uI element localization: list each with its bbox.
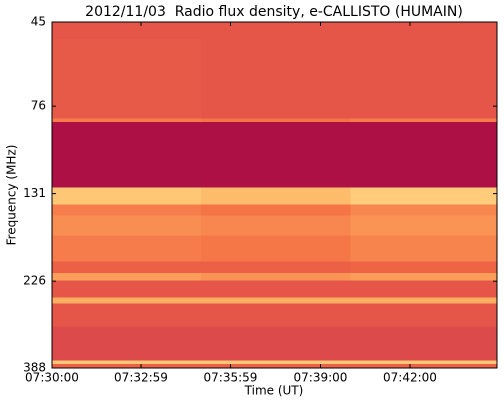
heat-cell bbox=[52, 38, 202, 119]
heat-cell bbox=[52, 363, 202, 368]
heat-cell bbox=[350, 261, 497, 274]
heat-cell bbox=[201, 261, 351, 274]
heat-cell bbox=[52, 280, 202, 298]
y-axis-label: Frequency (MHz) bbox=[5, 145, 19, 246]
chart-title: 2012/11/03 Radio flux density, e-CALLIST… bbox=[85, 4, 463, 20]
heat-cell bbox=[201, 122, 351, 188]
heat-cell bbox=[350, 122, 497, 188]
heat-cell bbox=[201, 187, 351, 205]
heat-cell bbox=[350, 303, 497, 327]
x-tick-label: 07:39:00 bbox=[294, 371, 348, 385]
heat-cell bbox=[201, 326, 351, 361]
heat-cell bbox=[52, 261, 202, 274]
heat-cell bbox=[201, 235, 351, 262]
heat-cell bbox=[52, 118, 202, 123]
heat-cell bbox=[201, 38, 351, 119]
y-tick-label: 131 bbox=[23, 186, 46, 200]
heat-cell bbox=[350, 280, 497, 298]
heat-cell bbox=[350, 204, 497, 216]
y-tick-label: 45 bbox=[31, 15, 46, 29]
heat-cell bbox=[350, 235, 497, 262]
x-tick-label: 07:42:00 bbox=[383, 371, 437, 385]
heat-cell bbox=[52, 360, 202, 364]
plot-frame bbox=[51, 21, 498, 369]
y-tick-label: 388 bbox=[23, 361, 46, 375]
x-tick-label: 07:30:00 bbox=[25, 371, 79, 385]
heat-cell bbox=[350, 22, 497, 39]
heat-cell bbox=[52, 187, 202, 205]
heat-cell bbox=[350, 326, 497, 361]
x-axis-label: Time (UT) bbox=[244, 384, 304, 398]
heat-cell bbox=[201, 303, 351, 327]
heat-cell bbox=[52, 273, 202, 281]
x-tick-label: 07:35:59 bbox=[204, 371, 258, 385]
heat-cell bbox=[350, 363, 497, 368]
y-tick-label: 226 bbox=[23, 274, 46, 288]
y-tick-label: 76 bbox=[31, 99, 46, 113]
heat-cell bbox=[350, 118, 497, 123]
heat-cell bbox=[201, 363, 351, 368]
heat-cell bbox=[52, 326, 202, 361]
heat-cell bbox=[201, 360, 351, 364]
heat-cell bbox=[52, 297, 202, 304]
heat-cell bbox=[52, 122, 202, 188]
heat-cell bbox=[350, 187, 497, 205]
heat-cell bbox=[52, 303, 202, 327]
heat-cell bbox=[350, 38, 497, 119]
heat-cell bbox=[201, 273, 351, 281]
heat-cell bbox=[201, 215, 351, 236]
heat-cell bbox=[201, 297, 351, 304]
heat-cell bbox=[201, 280, 351, 298]
heat-cell bbox=[52, 215, 202, 236]
heat-cell bbox=[201, 22, 351, 39]
heat-cell bbox=[350, 273, 497, 281]
heat-cell bbox=[350, 360, 497, 364]
heat-cell bbox=[52, 204, 202, 216]
heat-cell bbox=[201, 118, 351, 123]
heat-cell bbox=[350, 215, 497, 236]
heat-cell bbox=[201, 204, 351, 216]
heat-cell bbox=[52, 235, 202, 262]
heat-cell bbox=[350, 297, 497, 304]
heat-cell bbox=[52, 22, 202, 39]
x-tick-label: 07:32:59 bbox=[114, 371, 168, 385]
